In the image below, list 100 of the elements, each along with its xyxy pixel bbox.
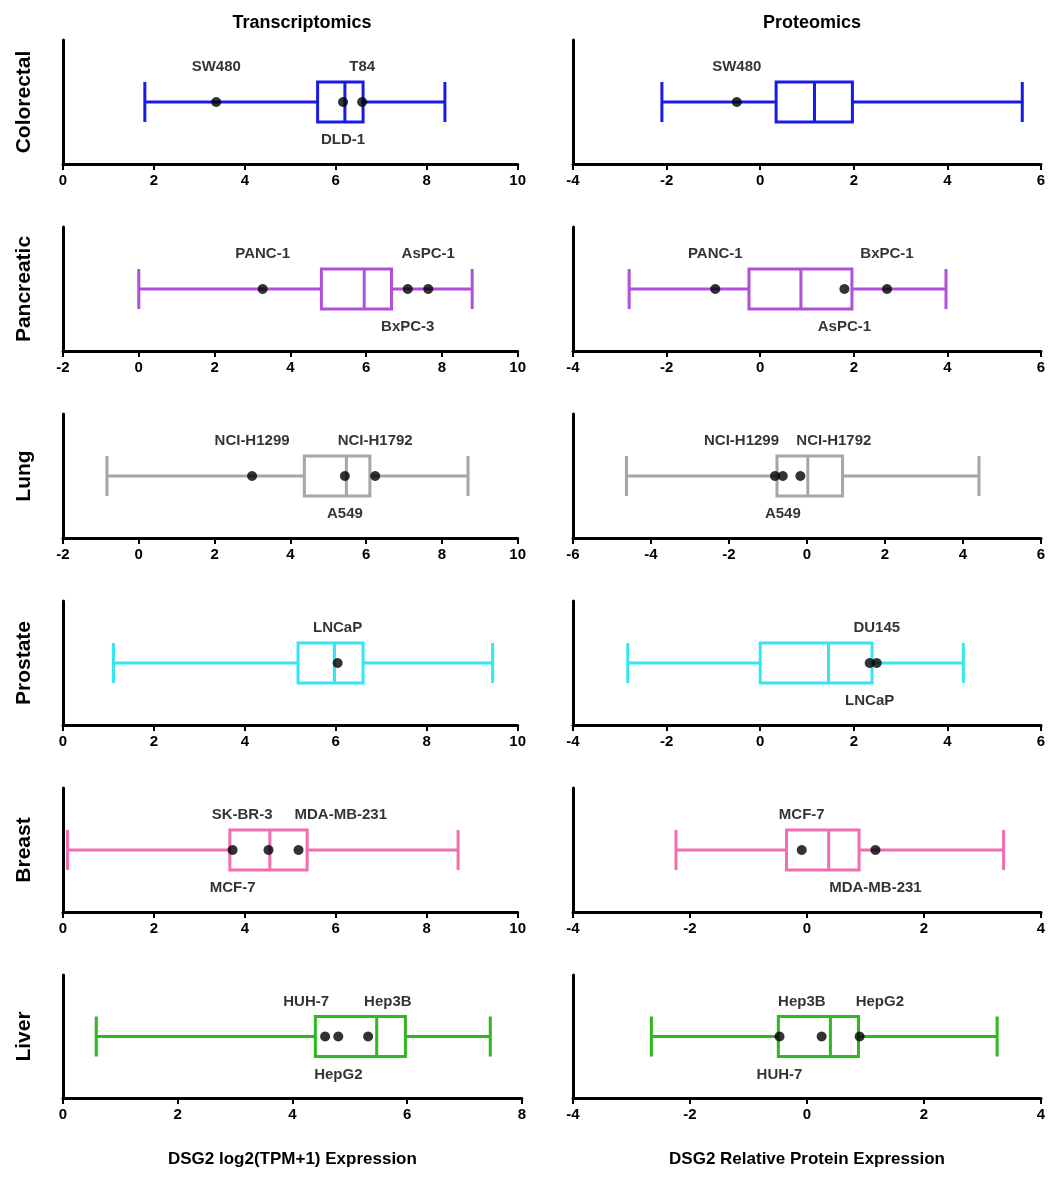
data-label: MCF-7 — [209, 878, 256, 895]
data-label: LNCaP — [845, 691, 895, 708]
data-label: BxPC-3 — [381, 317, 435, 334]
x-tick-label: -2 — [683, 1105, 697, 1122]
data-label: DU145 — [853, 618, 901, 635]
chart-title: Proteomics — [762, 12, 862, 32]
x-tick-label: 2 — [149, 919, 159, 936]
x-tick-label: 2 — [849, 171, 858, 188]
x-tick-label: 2 — [149, 732, 159, 749]
data-label: SW480 — [712, 57, 762, 74]
x-tick-label: 4 — [286, 545, 296, 562]
x-tick-label: 4 — [958, 545, 968, 562]
data-label: HepG2 — [855, 991, 905, 1009]
x-tick-label: 4 — [943, 358, 953, 375]
data-label: NCI-H1792 — [337, 431, 413, 448]
data-label: LNCaP — [313, 618, 363, 635]
chart-title: Transcriptomics — [232, 12, 372, 32]
x-tick-label: 2 — [880, 545, 890, 562]
x-tick-label: 0 — [58, 732, 68, 749]
x-tick-label: 10 — [509, 919, 526, 936]
data-label: Hep3B — [364, 991, 412, 1009]
x-tick-label: 2 — [210, 545, 219, 562]
x-tick-label: 2 — [210, 358, 219, 375]
x-tick-label: 0 — [134, 545, 143, 562]
x-tick-label: 4 — [240, 732, 250, 749]
x-tick-label: 4 — [943, 171, 953, 188]
x-tick-label: -4 — [566, 919, 581, 936]
x-tick-label: 0 — [802, 1105, 812, 1122]
x-tick-label: 6 — [361, 545, 371, 562]
x-tick-label: -4 — [566, 732, 581, 749]
x-tick-label: -2 — [56, 358, 70, 375]
x-tick-label: 10 — [509, 732, 526, 749]
x-tick-label: 2 — [849, 732, 858, 749]
data-label: MDA-MB-231 — [294, 805, 388, 822]
x-tick-label: 6 — [331, 919, 340, 936]
x-tick-label: 2 — [173, 1105, 182, 1122]
data-label: HUH-7 — [283, 991, 330, 1009]
x-tick-label: -2 — [659, 171, 674, 188]
x-tick-label: 0 — [756, 732, 765, 749]
x-tick-label: 6 — [402, 1105, 412, 1122]
data-label: Hep3B — [778, 991, 826, 1009]
data-label: MDA-MB-231 — [829, 878, 922, 895]
x-tick-label: 0 — [134, 358, 143, 375]
x-axis-title: DSG2 log2(TPM+1) Expression — [167, 1149, 417, 1168]
x-tick-label: -4 — [644, 545, 659, 562]
x-tick-label: -2 — [56, 545, 70, 562]
x-tick-label: -6 — [566, 545, 580, 562]
data-label: NCI-H1299 — [703, 431, 780, 448]
data-label: NCI-H1299 — [214, 431, 290, 448]
y-axis-title: Liver — [11, 1011, 34, 1062]
x-tick-label: 8 — [422, 919, 431, 936]
x-tick-label: 4 — [286, 358, 296, 375]
x-axis-title: DSG2 Relative Protein Expression — [669, 1149, 945, 1168]
data-label: DLD-1 — [320, 130, 366, 147]
x-tick-label: 10 — [509, 171, 526, 188]
y-axis-title: Breast — [11, 817, 34, 883]
x-tick-label: 2 — [919, 919, 929, 936]
x-tick-label: 6 — [1036, 358, 1046, 375]
y-axis-title: Prostate — [11, 620, 34, 706]
x-tick-label: 4 — [240, 919, 250, 936]
x-tick-label: 6 — [331, 732, 340, 749]
x-tick-label: -4 — [566, 171, 581, 188]
y-axis-title: Colorectal — [11, 50, 34, 154]
data-label: T84 — [349, 57, 376, 74]
x-tick-label: -4 — [566, 358, 581, 375]
x-tick-label: -4 — [566, 1105, 581, 1122]
data-label: HepG2 — [314, 1064, 363, 1082]
x-tick-label: 10 — [509, 358, 526, 375]
data-label: AsPC-1 — [817, 317, 872, 334]
x-tick-label: 4 — [240, 171, 250, 188]
x-tick-label: 2 — [849, 358, 858, 375]
x-tick-label: 0 — [58, 1105, 68, 1122]
data-label: PANC-1 — [687, 244, 743, 261]
data-label: BxPC-1 — [860, 244, 914, 261]
x-tick-label: -2 — [659, 358, 674, 375]
x-tick-label: 6 — [331, 171, 340, 188]
x-tick-label: 0 — [802, 919, 812, 936]
data-label: HUH-7 — [756, 1064, 803, 1082]
x-tick-label: 2 — [919, 1105, 929, 1122]
x-tick-label: -2 — [659, 732, 674, 749]
x-tick-label: 4 — [288, 1105, 298, 1122]
x-tick-label: 6 — [1036, 545, 1046, 562]
x-tick-label: 4 — [1036, 919, 1046, 936]
x-tick-label: 8 — [422, 171, 431, 188]
data-label: SW480 — [191, 57, 241, 74]
y-axis-title: Pancreatic — [11, 235, 34, 343]
data-label: PANC-1 — [235, 244, 291, 261]
x-tick-label: 4 — [943, 732, 953, 749]
x-tick-label: 0 — [756, 171, 765, 188]
data-label: A549 — [764, 504, 801, 521]
x-tick-label: 0 — [58, 171, 68, 188]
x-tick-label: 8 — [517, 1105, 526, 1122]
x-tick-label: -2 — [683, 919, 697, 936]
x-tick-label: 10 — [509, 545, 526, 562]
y-axis-title: Lung — [11, 450, 34, 502]
x-tick-label: 0 — [802, 545, 812, 562]
x-tick-label: 4 — [1036, 1105, 1046, 1122]
x-tick-label: 8 — [422, 732, 431, 749]
x-tick-label: 6 — [1036, 732, 1046, 749]
data-label: SK-BR-3 — [211, 805, 273, 822]
